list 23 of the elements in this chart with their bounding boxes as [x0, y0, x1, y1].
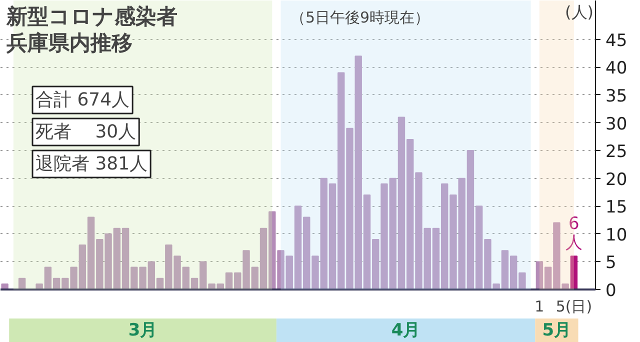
band-label: 3月 — [128, 320, 158, 340]
x-tick-label: 1 — [534, 298, 544, 316]
y-tick-label: 45 — [606, 30, 628, 51]
y-tick-label: 30 — [606, 114, 628, 134]
y-tick-label: 10 — [606, 225, 628, 246]
y-tick-label: 25 — [606, 142, 628, 162]
y-tick-label: 5 — [606, 253, 616, 274]
x-tick-label: 5(日) — [556, 298, 592, 316]
y-tick-label: 35 — [606, 86, 628, 106]
data-label: 6 人 — [565, 214, 582, 253]
text: （5日午後9時現在） — [290, 8, 430, 26]
annotation: 死者 30人 — [36, 122, 136, 142]
y-tick-label: 0 — [606, 281, 616, 301]
text: 新型コロナ感染者兵庫県内推移 — [6, 4, 178, 55]
bar — [570, 256, 578, 290]
band-label: 5月 — [542, 320, 572, 340]
y-axis-title: (人) — [565, 2, 594, 22]
y-tick-label: 20 — [606, 170, 628, 190]
band-label: 4月 — [391, 320, 420, 340]
y-tick-label: 15 — [606, 198, 628, 218]
annotation: 合計 674人 — [36, 90, 130, 110]
annotation: 退院者 381人 — [36, 154, 148, 174]
y-tick-label: 40 — [606, 58, 628, 79]
